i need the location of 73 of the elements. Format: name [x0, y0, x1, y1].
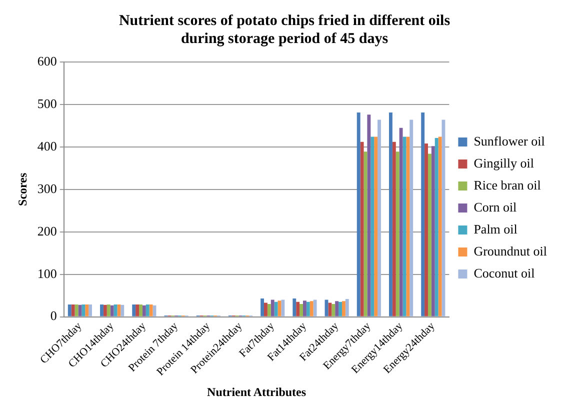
bar [332, 304, 336, 316]
bar [360, 142, 364, 316]
bar [356, 112, 360, 316]
bar [378, 120, 381, 316]
bar [267, 304, 271, 316]
bar [281, 300, 285, 316]
bar [302, 300, 306, 316]
legend-label: Corn oil [474, 199, 518, 214]
bar [335, 301, 339, 316]
legend-label: Palm oil [474, 221, 518, 236]
bar [396, 152, 400, 316]
bar [442, 120, 446, 316]
bar [421, 112, 425, 316]
bar [428, 154, 432, 316]
bar [434, 138, 438, 316]
bar [274, 302, 278, 316]
bar [338, 302, 342, 316]
bar [142, 305, 146, 316]
bar [292, 298, 296, 316]
bar [342, 301, 346, 316]
bar [306, 302, 310, 316]
bar [100, 304, 104, 316]
legend-label: Gingilly oil [474, 155, 534, 170]
bar [270, 300, 274, 316]
bar [328, 302, 332, 316]
y-tick-label: 600 [37, 53, 57, 68]
y-tick-label: 400 [37, 138, 57, 154]
y-tick-label: 100 [37, 266, 57, 281]
bar [260, 298, 264, 316]
bar [410, 120, 414, 316]
bar [136, 304, 140, 316]
bar [110, 305, 114, 316]
bar [406, 136, 410, 316]
bar [399, 128, 403, 316]
y-tick-label: 200 [37, 223, 57, 238]
text: Nutrient scores of potato chips fried in different oils [118, 12, 450, 29]
bar [310, 301, 314, 316]
text: during storage period of 45 days [180, 30, 388, 47]
bar [392, 142, 396, 316]
y-tick-label: 0 [50, 308, 57, 324]
bar [78, 304, 82, 316]
bar [374, 136, 378, 316]
bar [370, 136, 374, 316]
bar [106, 304, 110, 316]
legend-label: Coconut oil [474, 265, 536, 280]
y-tick-label: 300 [37, 180, 57, 196]
bar [88, 304, 92, 316]
bar [296, 302, 300, 316]
bar [117, 304, 121, 316]
y-tick-label: 500 [37, 96, 57, 111]
bar [120, 304, 124, 316]
bar [313, 300, 317, 316]
bar [146, 304, 150, 316]
bar [149, 304, 153, 316]
bar [300, 304, 303, 316]
x-axis-title: Nutrient Attributes [207, 384, 306, 399]
bar [68, 304, 72, 316]
bar [264, 302, 268, 316]
bar [82, 304, 86, 316]
bar [367, 114, 371, 316]
bar [139, 304, 142, 316]
bar [388, 112, 392, 316]
bar [103, 304, 107, 316]
legend-label: Rice bran oil [474, 177, 542, 192]
bar [424, 144, 428, 316]
y-axis-title: Scores [15, 172, 30, 206]
legend-label: Sunflower oil [474, 133, 546, 148]
bar [71, 304, 75, 316]
bar [345, 298, 349, 316]
bar [431, 146, 435, 316]
bar [132, 304, 136, 316]
legend-label: Groundnut oil [474, 243, 548, 258]
bar [85, 304, 89, 316]
